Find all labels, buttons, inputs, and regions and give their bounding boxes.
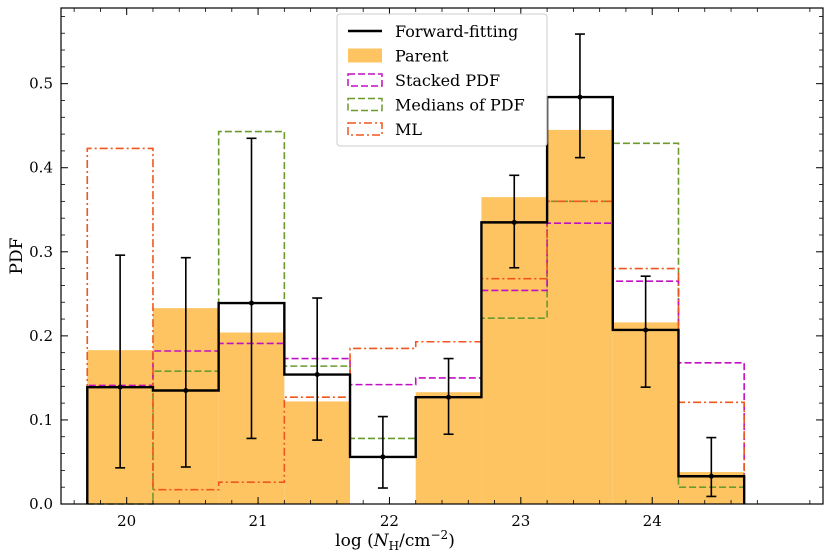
errorbar — [509, 174, 520, 269]
legend: Forward-fitting Parent Stacked PDF Medians … — [336, 13, 548, 147]
legend-swatch — [347, 73, 383, 87]
errorbar — [246, 137, 257, 440]
parent-bar — [547, 129, 613, 504]
errorbar-point — [446, 394, 452, 400]
x-tick-label: 24 — [643, 512, 662, 530]
legend-label: Stacked PDF — [395, 71, 500, 90]
series-line-ml — [86, 147, 745, 504]
x-tick-label: 23 — [511, 512, 530, 530]
legend-box — [336, 13, 548, 147]
legend-label: Medians of PDF — [395, 96, 525, 115]
legend-swatch — [347, 97, 383, 112]
parent-histogram-bars — [87, 129, 745, 505]
errorbar-point — [577, 94, 583, 100]
x-tick-label: 22 — [380, 512, 399, 530]
legend-swatch — [347, 122, 383, 136]
y-tick-label: 0.3 — [29, 243, 53, 261]
legend-label: ML — [395, 120, 422, 139]
x-tick-label: 21 — [249, 512, 268, 530]
errorbar-point — [117, 384, 123, 390]
errorbar — [115, 254, 126, 469]
errorbar — [640, 275, 651, 388]
errorbar — [180, 256, 191, 468]
errorbar-point — [708, 473, 714, 479]
errorbar-point — [380, 454, 386, 460]
legend-swatch — [348, 48, 382, 63]
errorbar-point — [183, 388, 189, 394]
forward-fitting-errorbars — [115, 33, 717, 498]
errorbar-point — [643, 327, 649, 333]
legend-label: Forward-fitting — [395, 22, 518, 41]
errorbar-point — [249, 300, 254, 306]
legend-item-medians-of-pdf: Medians of PDF — [347, 96, 525, 115]
axis-ticks: 20 21 22 23 24 0.0 0.1 0.2 0.3 0.4 0.5 — [29, 8, 823, 530]
y-axis-label: PDF — [7, 237, 27, 274]
legend-item-forward-fitting: Forward-fitting — [348, 22, 518, 41]
x-axis-label: log (NH/cm−2) — [335, 528, 455, 553]
errorbar — [706, 436, 717, 498]
series-line-medians-of-pdf — [87, 130, 745, 505]
errorbar-point — [511, 219, 517, 225]
errorbar — [377, 415, 388, 489]
errorbar-point — [314, 372, 320, 378]
x-tick-label: 20 — [117, 512, 136, 530]
y-tick-label: 0.2 — [29, 327, 53, 345]
errorbar — [312, 297, 323, 441]
errorbar — [574, 33, 585, 159]
legend-label: Parent — [395, 47, 449, 66]
y-tick-label: 0.4 — [29, 159, 53, 177]
y-tick-label: 0.0 — [29, 495, 53, 513]
legend-item-ml: ML — [347, 120, 422, 139]
errorbar — [443, 357, 454, 436]
legend-item-parent: Parent — [348, 47, 449, 66]
y-tick-label: 0.5 — [29, 75, 53, 93]
legend-item-stacked-pdf: Stacked PDF — [347, 71, 500, 90]
y-tick-label: 0.1 — [29, 411, 53, 429]
